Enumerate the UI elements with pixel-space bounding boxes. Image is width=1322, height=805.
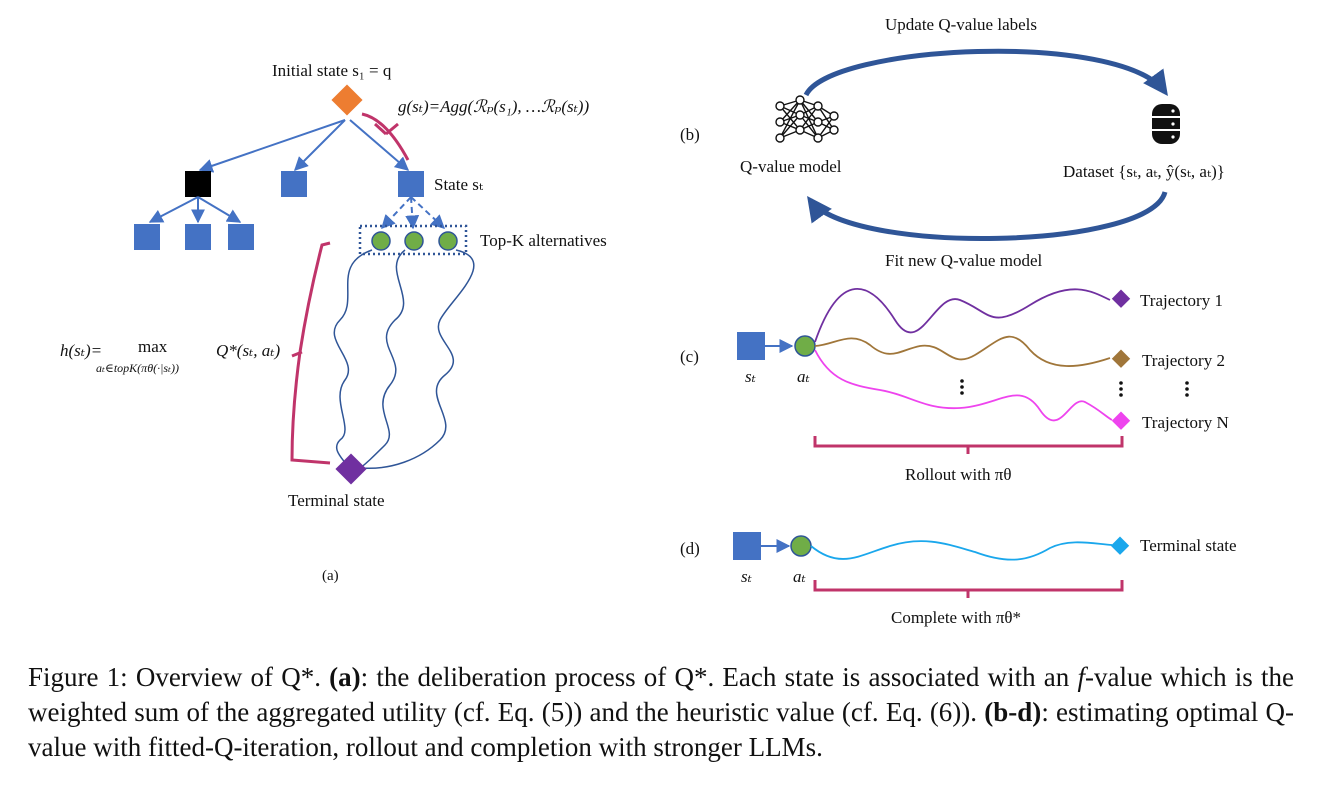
vertical-ellipsis-2 — [1119, 381, 1123, 397]
root-node — [331, 84, 363, 116]
leaf-node-2 — [185, 224, 211, 250]
complete-label: Complete with πθ* — [891, 608, 1021, 627]
d-terminal-node — [1110, 536, 1130, 555]
edge-dashed-3 — [410, 196, 446, 229]
terminal-state-label: Terminal state — [288, 491, 385, 510]
state-st-label: State sₜ — [434, 175, 484, 194]
h-max: max — [138, 337, 168, 356]
state-st-node — [398, 171, 424, 197]
leaf-node-3 — [228, 224, 254, 250]
c-st-label: sₜ — [745, 367, 757, 386]
black-node — [185, 171, 211, 197]
edge-black-1 — [148, 196, 199, 223]
update-arrow — [803, 48, 1168, 97]
caption-part-bd: (b-d) — [984, 697, 1042, 727]
d-state-node — [733, 532, 761, 560]
panel-a: Initial state s₁ = q g(sₜ)=Agg(ℛₚ(s₁), …… — [60, 61, 607, 584]
vertical-ellipsis-3 — [1185, 381, 1189, 397]
trajectory-2-end — [1111, 349, 1131, 368]
complete-brace — [813, 580, 1124, 598]
rollout-path-1 — [333, 249, 373, 471]
caption-f: f — [1077, 662, 1085, 692]
trajectory-n-end — [1111, 411, 1131, 430]
panel-d-tag: (d) — [680, 539, 700, 558]
caption-text-a2: -value which is the weighted sum of the … — [28, 662, 1294, 727]
panel-c-tag: (c) — [680, 347, 699, 366]
edge-dashed-1 — [381, 196, 412, 230]
trajectory-2-label: Trajectory 2 — [1142, 351, 1225, 370]
panel-c: (c) sₜ aₜ Trajectory 1 Trajectory 2 Traj… — [680, 288, 1229, 484]
database-icon — [1152, 104, 1180, 144]
alt-node-2 — [404, 231, 424, 251]
top-k-label: Top-K alternatives — [480, 231, 607, 250]
top-k-box — [358, 224, 468, 256]
d-st-label: sₜ — [741, 567, 753, 586]
panel-b-tag: (b) — [680, 125, 700, 144]
initial-state-label: Initial state s₁ = q — [272, 61, 392, 80]
neural-network-icon — [775, 95, 839, 143]
rollout-label: Rollout with πθ — [905, 465, 1011, 484]
alt-node-1 — [371, 231, 391, 251]
c-action-node — [794, 335, 816, 357]
g-brace — [361, 112, 410, 161]
d-at-label: aₜ — [793, 567, 807, 586]
c-at-label: aₜ — [797, 367, 811, 386]
leaf-node-1 — [134, 224, 160, 250]
edge-dashed-2 — [405, 196, 420, 230]
caption-text-a1: : the deliberation process of Q*. Each s… — [360, 662, 1070, 692]
c-state-node — [737, 332, 765, 360]
h-lhs: h(sₜ)= — [60, 341, 102, 360]
d-terminal-label: Terminal state — [1140, 536, 1237, 555]
figure-caption: Figure 1: Overview of Q*. (a): the delib… — [28, 660, 1294, 765]
update-label: Update Q-value labels — [885, 15, 1037, 34]
edge-root-mid — [294, 119, 346, 171]
trajectory-2-path — [814, 335, 1111, 367]
rollout-path-3 — [361, 249, 475, 469]
fit-arrow — [807, 191, 1168, 242]
rollout-path-2 — [354, 249, 406, 473]
figure-diagram: Initial state s₁ = q g(sₜ)=Agg(ℛₚ(s₁), …… — [60, 15, 1237, 627]
g-formula: g(sₜ)=Agg(ℛₚ(s₁), …ℛₚ(sₜ)) — [398, 97, 589, 116]
trajectory-1-end — [1111, 289, 1131, 308]
edge-root-left — [198, 119, 346, 173]
edge-root-right — [349, 119, 410, 171]
h-rhs: Q*(sₜ, aₜ) — [216, 341, 280, 360]
panel-d: (d) sₜ aₜ Terminal state Complete with π… — [680, 532, 1237, 627]
caption-label: Figure 1: Overview of Q*. — [28, 662, 321, 692]
trajectory-1-path — [814, 288, 1111, 343]
h-sub: aₜ∈topK(πθ(·|sₜ)) — [96, 361, 179, 375]
trajectory-n-path — [814, 349, 1113, 422]
edge-black-3 — [197, 196, 242, 223]
vertical-ellipsis-1 — [960, 379, 964, 395]
caption-part-a: (a) — [329, 662, 361, 692]
trajectory-n-label: Trajectory N — [1142, 413, 1229, 432]
state-node-mid — [281, 171, 307, 197]
dataset-label: Dataset {sₜ, aₜ, ŷ(sₜ, aₜ)} — [1063, 162, 1225, 181]
panel-a-tag: (a) — [322, 568, 339, 584]
fit-label: Fit new Q-value model — [885, 251, 1042, 270]
completion-path — [810, 540, 1113, 561]
h-bracket — [290, 241, 331, 465]
alt-node-3 — [438, 231, 458, 251]
rollout-brace — [813, 436, 1124, 454]
panel-b: (b) Update Q-value labels Fit new Q-valu… — [680, 15, 1225, 270]
caption-text-bd: : estimating optimal Q-value with fitted… — [28, 697, 1295, 762]
trajectory-1-label: Trajectory 1 — [1140, 291, 1223, 310]
d-action-node — [790, 535, 812, 557]
q-value-model-label: Q-value model — [740, 157, 842, 176]
terminal-node — [335, 453, 367, 485]
